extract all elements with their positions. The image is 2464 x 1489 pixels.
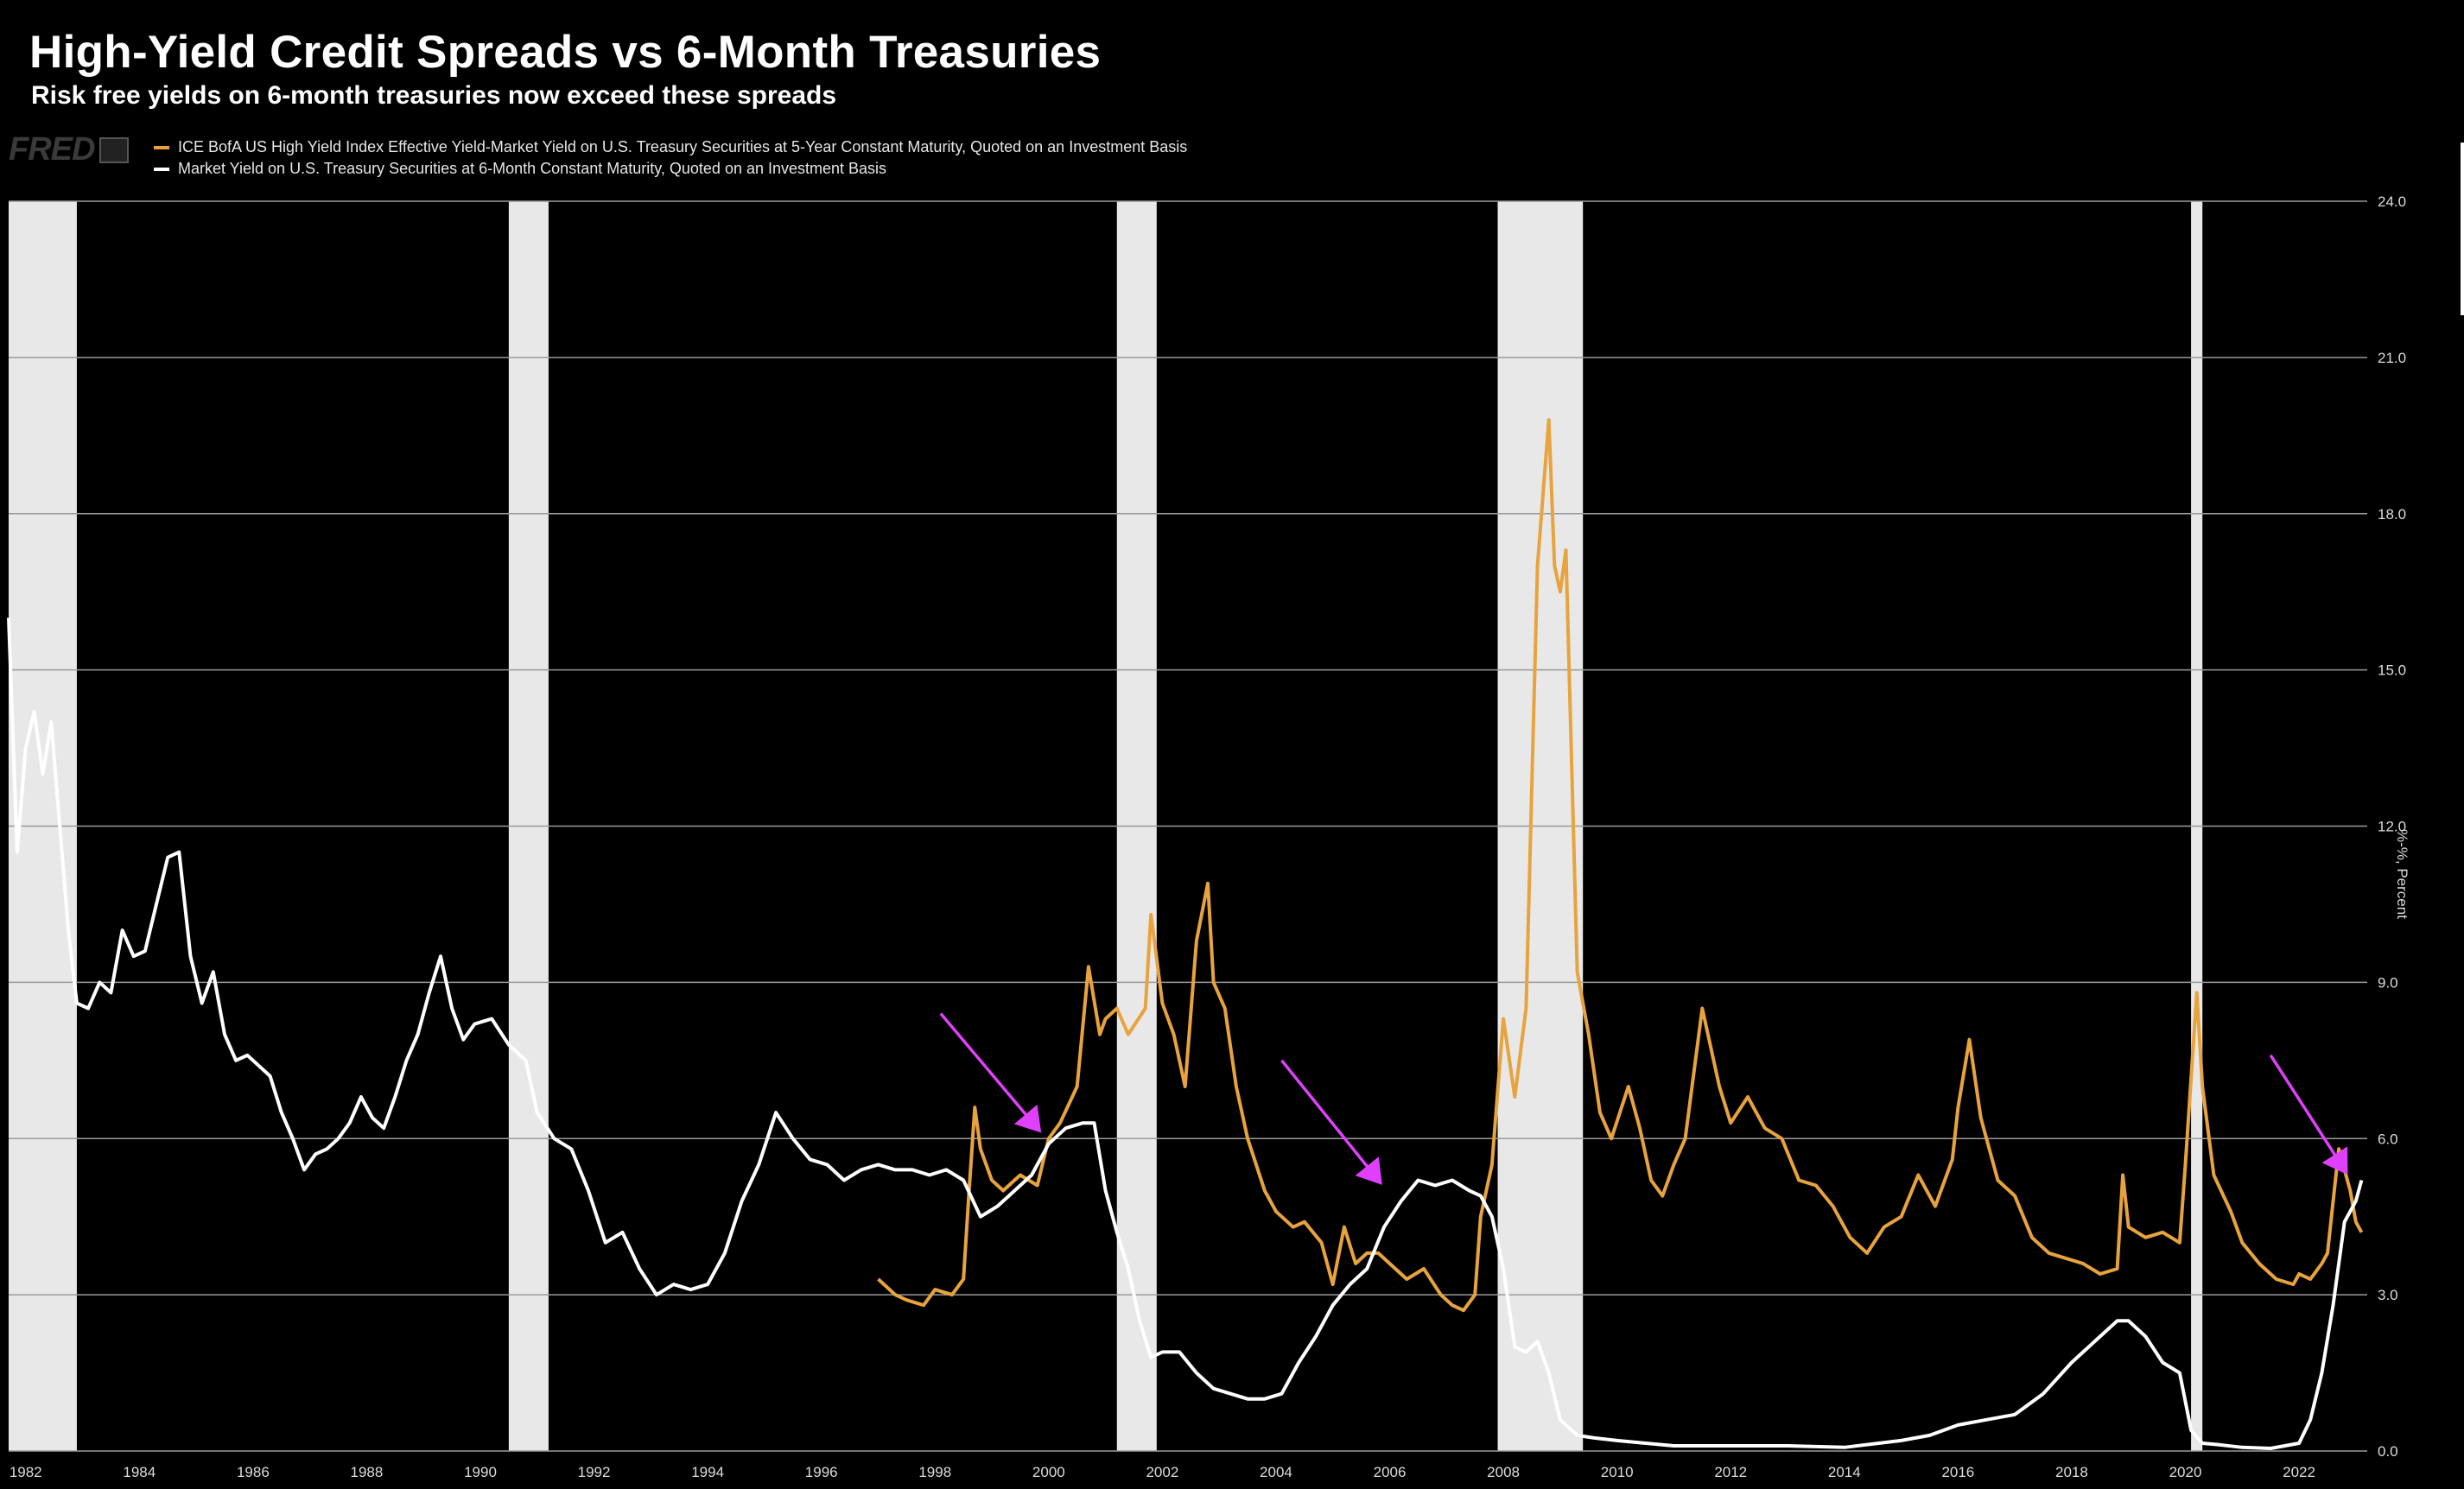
annotation-arrow	[2269, 1054, 2348, 1175]
y-tick-label: 18.0	[2378, 506, 2406, 523]
y-tick-label: 3.0	[2378, 1287, 2398, 1303]
chart-subtitle: Risk free yields on 6-month treasuries n…	[31, 81, 837, 110]
x-tick-label: 2020	[2169, 1464, 2202, 1480]
y-tick-label: 0.0	[2378, 1443, 2398, 1460]
y-tick-label: 6.0	[2378, 1131, 2398, 1147]
chart-title: High-Yield Credit Spreads vs 6-Month Tre…	[29, 27, 1102, 78]
series-line-hy-spread	[877, 418, 2364, 1313]
right-edge-bar	[2461, 143, 2464, 315]
legend-swatch-treasury	[154, 167, 169, 171]
x-tick-label: 2008	[1487, 1464, 1520, 1480]
annotation-arrow	[939, 1012, 1042, 1133]
x-tick-label: 2012	[1714, 1464, 1747, 1480]
y-tick-label: 12.0	[2378, 819, 2406, 835]
series-line-6m-treasury	[7, 618, 2364, 1450]
x-tick-label: 1994	[691, 1464, 724, 1480]
y-tick-label: 9.0	[2378, 974, 2398, 991]
legend-label-spread: ICE BofA US High Yield Index Effective Y…	[178, 138, 1188, 155]
y-tick-label: 21.0	[2378, 350, 2406, 366]
x-tick-label: 2014	[1828, 1464, 1861, 1480]
x-tick-label: 2016	[1941, 1464, 1974, 1480]
legend-swatch-spread	[154, 145, 169, 149]
legend-item-spread: ICE BofA US High Yield Index Effective Y…	[154, 138, 1187, 156]
x-tick-label: 2000	[1032, 1464, 1065, 1480]
x-tick-label: 2006	[1374, 1464, 1407, 1480]
x-tick-label: 2002	[1146, 1464, 1178, 1480]
x-tick-label: 1988	[351, 1464, 384, 1480]
fred-logo-text: FRED	[9, 131, 95, 168]
legend-label-treasury: Market Yield on U.S. Treasury Securities…	[178, 160, 887, 177]
x-tick-label: 1984	[123, 1464, 156, 1480]
x-tick-label: 1996	[805, 1464, 838, 1480]
y-tick-label: 24.0	[2378, 193, 2406, 210]
x-tick-label: 1992	[578, 1464, 611, 1480]
x-tick-label: 2004	[1260, 1464, 1292, 1480]
y-tick-label: 15.0	[2378, 662, 2406, 679]
annotation-arrow	[1280, 1059, 1382, 1185]
legend-item-treasury: Market Yield on U.S. Treasury Securities…	[154, 160, 886, 178]
x-tick-label: 2018	[2055, 1464, 2088, 1480]
x-tick-label: 2022	[2283, 1464, 2315, 1480]
x-tick-label: 1986	[237, 1464, 270, 1480]
x-tick-label: 1998	[918, 1464, 951, 1480]
x-tick-label: 2010	[1601, 1464, 1634, 1480]
x-tick-label: 1982	[10, 1464, 42, 1480]
x-tick-label: 1990	[464, 1464, 497, 1480]
fred-logo: FRED	[9, 131, 130, 168]
chart-graph-icon	[99, 136, 130, 163]
